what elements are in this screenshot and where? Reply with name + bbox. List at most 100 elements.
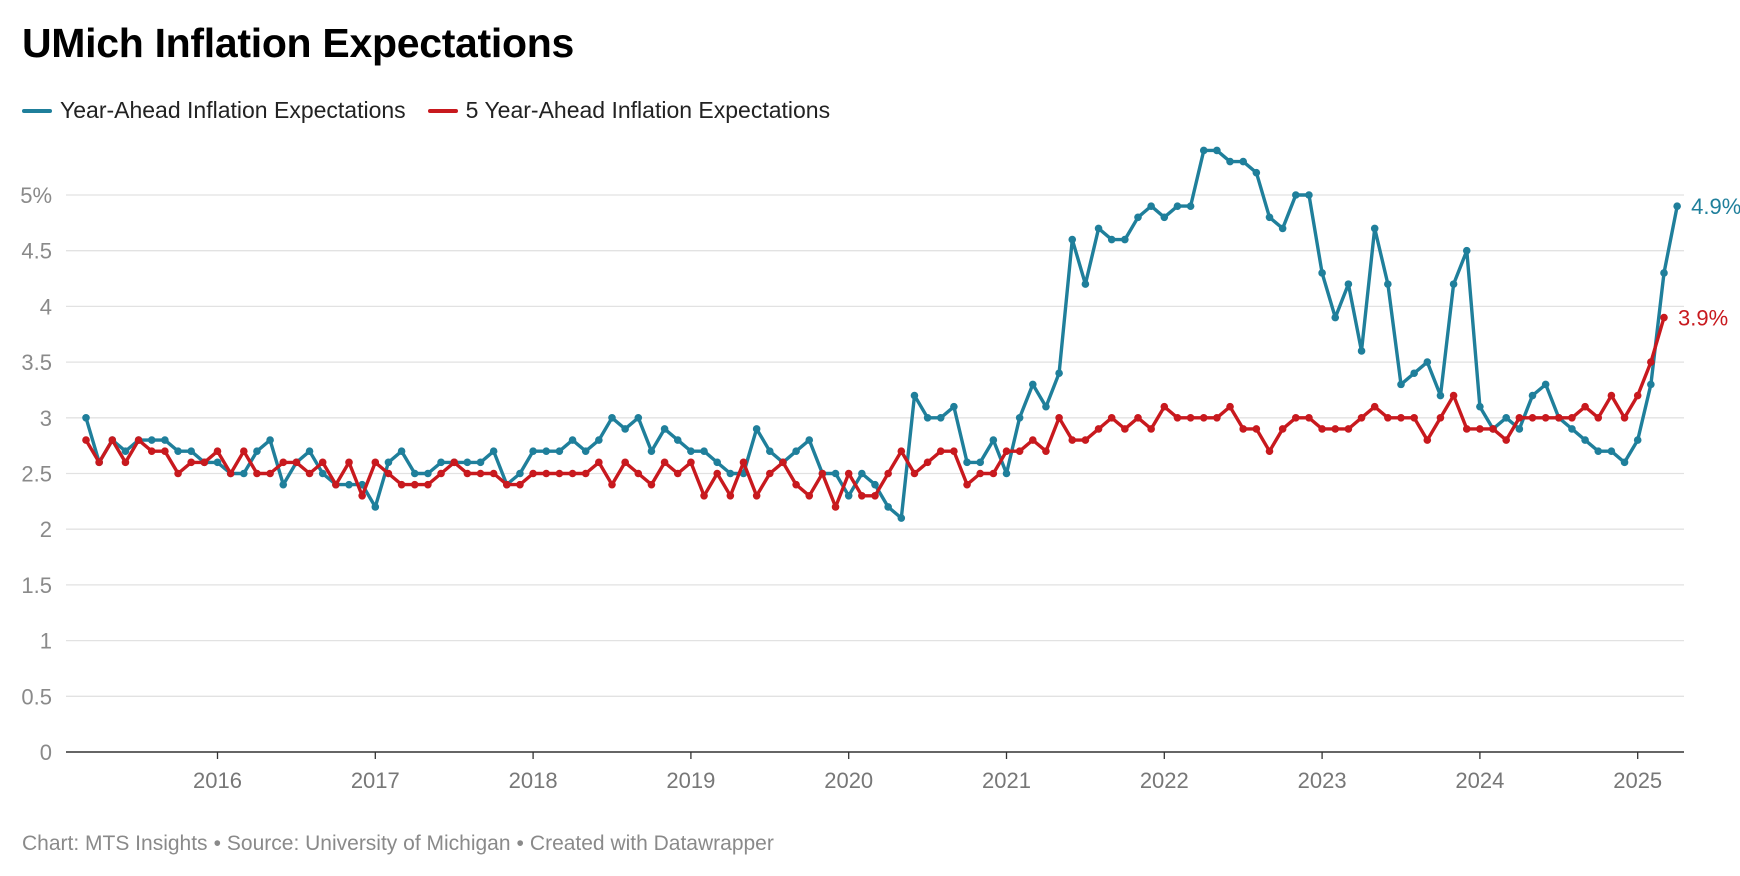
data-point: [1397, 380, 1405, 389]
data-point: [226, 469, 235, 478]
data-point: [489, 447, 498, 456]
data-point: [1673, 202, 1681, 210]
data-point: [345, 458, 353, 467]
data-point: [897, 447, 906, 456]
data-point: [121, 458, 130, 467]
y-tick-label: 2: [40, 517, 52, 542]
data-point: [174, 469, 182, 478]
data-point: [1265, 213, 1274, 222]
data-point: [936, 414, 945, 422]
y-tick-label: 4.5: [21, 239, 52, 264]
data-point: [82, 414, 90, 422]
legend-swatch-year-ahead: [22, 108, 52, 113]
data-point: [161, 436, 169, 444]
data-point: [1199, 414, 1208, 422]
data-point: [463, 458, 472, 467]
data-point: [805, 436, 814, 444]
legend-item-5-year-ahead: 5 Year-Ahead Inflation Expectations: [427, 97, 831, 124]
data-point: [1239, 157, 1247, 166]
x-tick-label: 2021: [982, 768, 1031, 793]
data-point: [318, 469, 327, 478]
data-point: [1436, 391, 1445, 400]
data-point: [332, 480, 340, 489]
data-point: [1476, 425, 1484, 433]
data-point: [371, 503, 380, 511]
data-point: [766, 447, 774, 456]
footer-chart-credit: Chart: MTS Insights: [22, 832, 208, 855]
y-tick-label: 2.5: [21, 462, 52, 487]
legend-label-5-year-ahead: 5 Year-Ahead Inflation Expectations: [465, 97, 831, 123]
x-tick-label: 2017: [351, 768, 400, 793]
y-tick-label: 4: [40, 294, 52, 319]
data-point: [1423, 358, 1432, 366]
data-point: [410, 469, 419, 478]
data-point: [1121, 235, 1129, 244]
data-point: [1239, 425, 1247, 433]
data-point: [1344, 425, 1353, 433]
x-tick-label: 2025: [1613, 768, 1662, 793]
data-point: [831, 503, 840, 511]
data-point: [1029, 380, 1037, 389]
data-point: [1068, 235, 1077, 244]
data-point: [1160, 213, 1169, 222]
data-point: [700, 491, 708, 500]
data-point: [608, 414, 616, 422]
x-tick-label: 2023: [1298, 768, 1347, 793]
data-point: [1305, 414, 1313, 422]
data-point: [134, 436, 143, 444]
data-point: [752, 425, 761, 433]
data-point: [647, 480, 656, 489]
data-point: [1476, 402, 1484, 411]
data-point: [358, 491, 366, 500]
data-point: [1002, 447, 1011, 456]
data-point: [240, 469, 248, 478]
data-point: [174, 447, 182, 456]
data-point: [397, 480, 406, 489]
data-point: [213, 458, 222, 467]
data-point: [568, 436, 577, 444]
data-point: [1410, 414, 1418, 422]
data-point: [1147, 202, 1155, 210]
data-point: [1134, 414, 1142, 422]
data-point: [923, 414, 932, 422]
legend-label-year-ahead: Year-Ahead Inflation Expectations: [60, 97, 406, 123]
y-tick-label: 3.5: [21, 350, 52, 375]
data-point: [1186, 414, 1195, 422]
footer-source: Source: University of Michigan: [226, 832, 511, 855]
y-tick-label: 0: [40, 740, 52, 765]
data-point: [108, 436, 117, 444]
data-point: [950, 402, 958, 411]
data-point: [213, 447, 222, 456]
data-point: [595, 458, 603, 467]
data-point: [1081, 280, 1090, 288]
data-point: [989, 436, 998, 444]
data-point: [1331, 313, 1340, 322]
data-point: [1449, 280, 1458, 288]
data-point: [305, 469, 314, 478]
data-point: [1292, 414, 1300, 422]
data-point: [621, 425, 629, 433]
data-point: [1015, 447, 1024, 456]
data-point: [345, 480, 353, 489]
data-point: [1515, 414, 1524, 422]
data-point: [1199, 146, 1208, 155]
data-point: [318, 458, 327, 467]
data-point: [1305, 191, 1313, 199]
data-point: [200, 458, 209, 467]
data-point: [1147, 425, 1155, 433]
data-point: [621, 458, 629, 467]
x-tick-label: 2022: [1140, 768, 1189, 793]
data-point: [673, 436, 682, 444]
data-point: [1213, 414, 1221, 422]
data-point: [542, 447, 551, 456]
data-point: [805, 491, 814, 500]
data-point: [1515, 425, 1524, 433]
data-point: [1331, 425, 1340, 433]
y-tick-label: 0.5: [21, 684, 52, 709]
data-point: [1462, 425, 1471, 433]
data-point: [279, 458, 288, 467]
data-point: [752, 491, 761, 500]
data-point: [1502, 414, 1510, 422]
data-point: [726, 469, 735, 478]
data-point: [923, 458, 932, 467]
